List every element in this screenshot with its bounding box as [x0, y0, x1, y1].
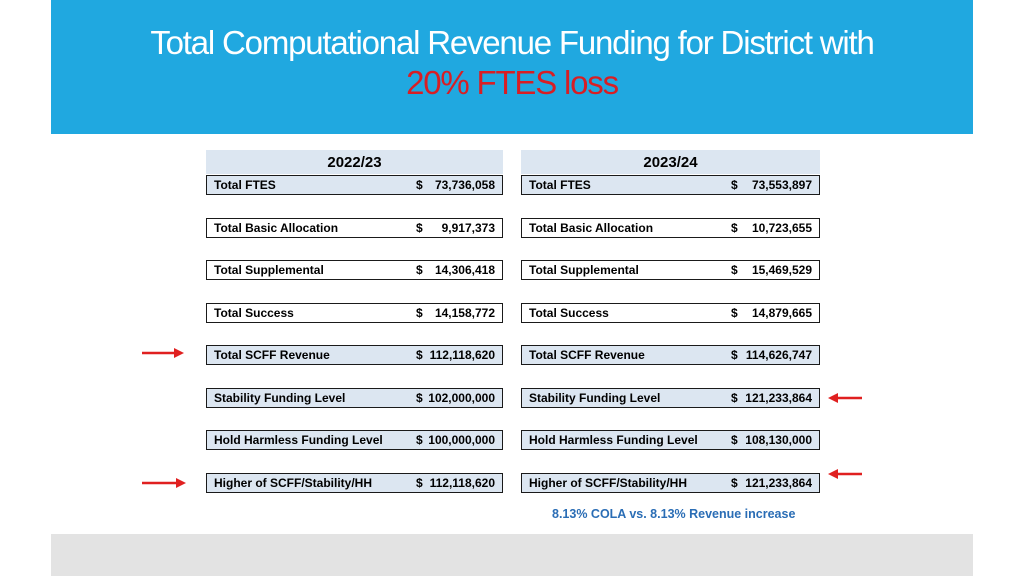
table-row: Higher of SCFF/Stability/HH $ 112,118,62…: [206, 473, 503, 493]
row-label: Higher of SCFF/Stability/HH: [214, 476, 373, 490]
currency-symbol: $: [416, 221, 423, 235]
table-row: Total FTES $ 73,736,058: [206, 175, 503, 195]
bottom-bar: [51, 534, 973, 576]
table-row: Stability Funding Level $ 121,233,864: [521, 388, 820, 408]
table-row: Total Basic Allocation $ 10,723,655: [521, 218, 820, 238]
cola-note: 8.13% COLA vs. 8.13% Revenue increase: [552, 507, 796, 521]
row-label: Total Basic Allocation: [529, 221, 654, 235]
table-row: Higher of SCFF/Stability/HH $ 121,233,86…: [521, 473, 820, 493]
currency-symbol: $: [731, 391, 738, 405]
table-row: Total Supplemental $ 14,306,418: [206, 260, 503, 280]
row-label: Total SCFF Revenue: [214, 348, 330, 362]
row-label: Total FTES: [214, 178, 276, 192]
table-row: Total SCFF Revenue $ 114,626,747: [521, 345, 820, 365]
row-label: Higher of SCFF/Stability/HH: [529, 476, 688, 490]
title-line-2: 20% FTES loss: [406, 64, 619, 101]
row-amount: 121,233,864: [745, 391, 812, 405]
table-row: Hold Harmless Funding Level $ 100,000,00…: [206, 430, 503, 450]
arrow-left-icon: [828, 393, 862, 403]
currency-symbol: $: [416, 348, 423, 362]
currency-symbol: $: [416, 306, 423, 320]
currency-symbol: $: [416, 178, 423, 192]
row-amount: 15,469,529: [751, 263, 812, 277]
currency-symbol: $: [731, 263, 738, 277]
currency-symbol: $: [731, 476, 738, 490]
arrow-left-icon: [828, 469, 862, 479]
table-row: Total Basic Allocation $ 9,917,373: [206, 218, 503, 238]
row-label: Total Supplemental: [529, 263, 639, 277]
title-line-1: Total Computational Revenue Funding for …: [150, 24, 874, 61]
currency-symbol: $: [731, 433, 738, 447]
row-amount: 112,118,620: [429, 348, 495, 362]
year-header-2022-23: 2022/23: [206, 150, 503, 174]
row-amount: 14,158,772: [434, 306, 495, 320]
row-amount: 100,000,000: [428, 433, 495, 447]
row-amount: 112,118,620: [429, 476, 495, 490]
row-label: Stability Funding Level: [529, 391, 661, 405]
currency-symbol: $: [731, 306, 738, 320]
currency-symbol: $: [416, 433, 423, 447]
row-label: Hold Harmless Funding Level: [529, 433, 698, 447]
row-label: Stability Funding Level: [214, 391, 346, 405]
table-row: Total Supplemental $ 15,469,529: [521, 260, 820, 280]
row-label: Total Basic Allocation: [214, 221, 339, 235]
row-amount: 9,917,373: [441, 221, 495, 235]
currency-symbol: $: [731, 221, 738, 235]
row-label: Total FTES: [529, 178, 591, 192]
currency-symbol: $: [416, 476, 423, 490]
row-label: Total SCFF Revenue: [529, 348, 645, 362]
table-row: Stability Funding Level $ 102,000,000: [206, 388, 503, 408]
row-amount: 121,233,864: [745, 476, 812, 490]
title-banner: Total Computational Revenue Funding for …: [51, 0, 973, 134]
currency-symbol: $: [731, 178, 738, 192]
year-header-2023-24: 2023/24: [521, 150, 820, 174]
table-row: Total SCFF Revenue $ 112,118,620: [206, 345, 503, 365]
table-row: Total Success $ 14,879,665: [521, 303, 820, 323]
currency-symbol: $: [731, 348, 738, 362]
currency-symbol: $: [416, 263, 423, 277]
table-row: Total Success $ 14,158,772: [206, 303, 503, 323]
row-label: Total Success: [529, 306, 609, 320]
row-label: Total Supplemental: [214, 263, 324, 277]
row-amount: 10,723,655: [751, 221, 812, 235]
row-amount: 14,306,418: [434, 263, 495, 277]
row-amount: 73,736,058: [434, 178, 495, 192]
row-label: Hold Harmless Funding Level: [214, 433, 383, 447]
row-amount: 14,879,665: [751, 306, 812, 320]
table-row: Total FTES $ 73,553,897: [521, 175, 820, 195]
row-amount: 114,626,747: [745, 348, 812, 362]
row-label: Total Success: [214, 306, 294, 320]
arrow-right-icon: [142, 478, 186, 488]
table-row: Hold Harmless Funding Level $ 108,130,00…: [521, 430, 820, 450]
row-amount: 73,553,897: [751, 178, 812, 192]
currency-symbol: $: [416, 391, 423, 405]
row-amount: 102,000,000: [428, 391, 495, 405]
arrow-right-icon: [142, 348, 184, 358]
row-amount: 108,130,000: [745, 433, 812, 447]
